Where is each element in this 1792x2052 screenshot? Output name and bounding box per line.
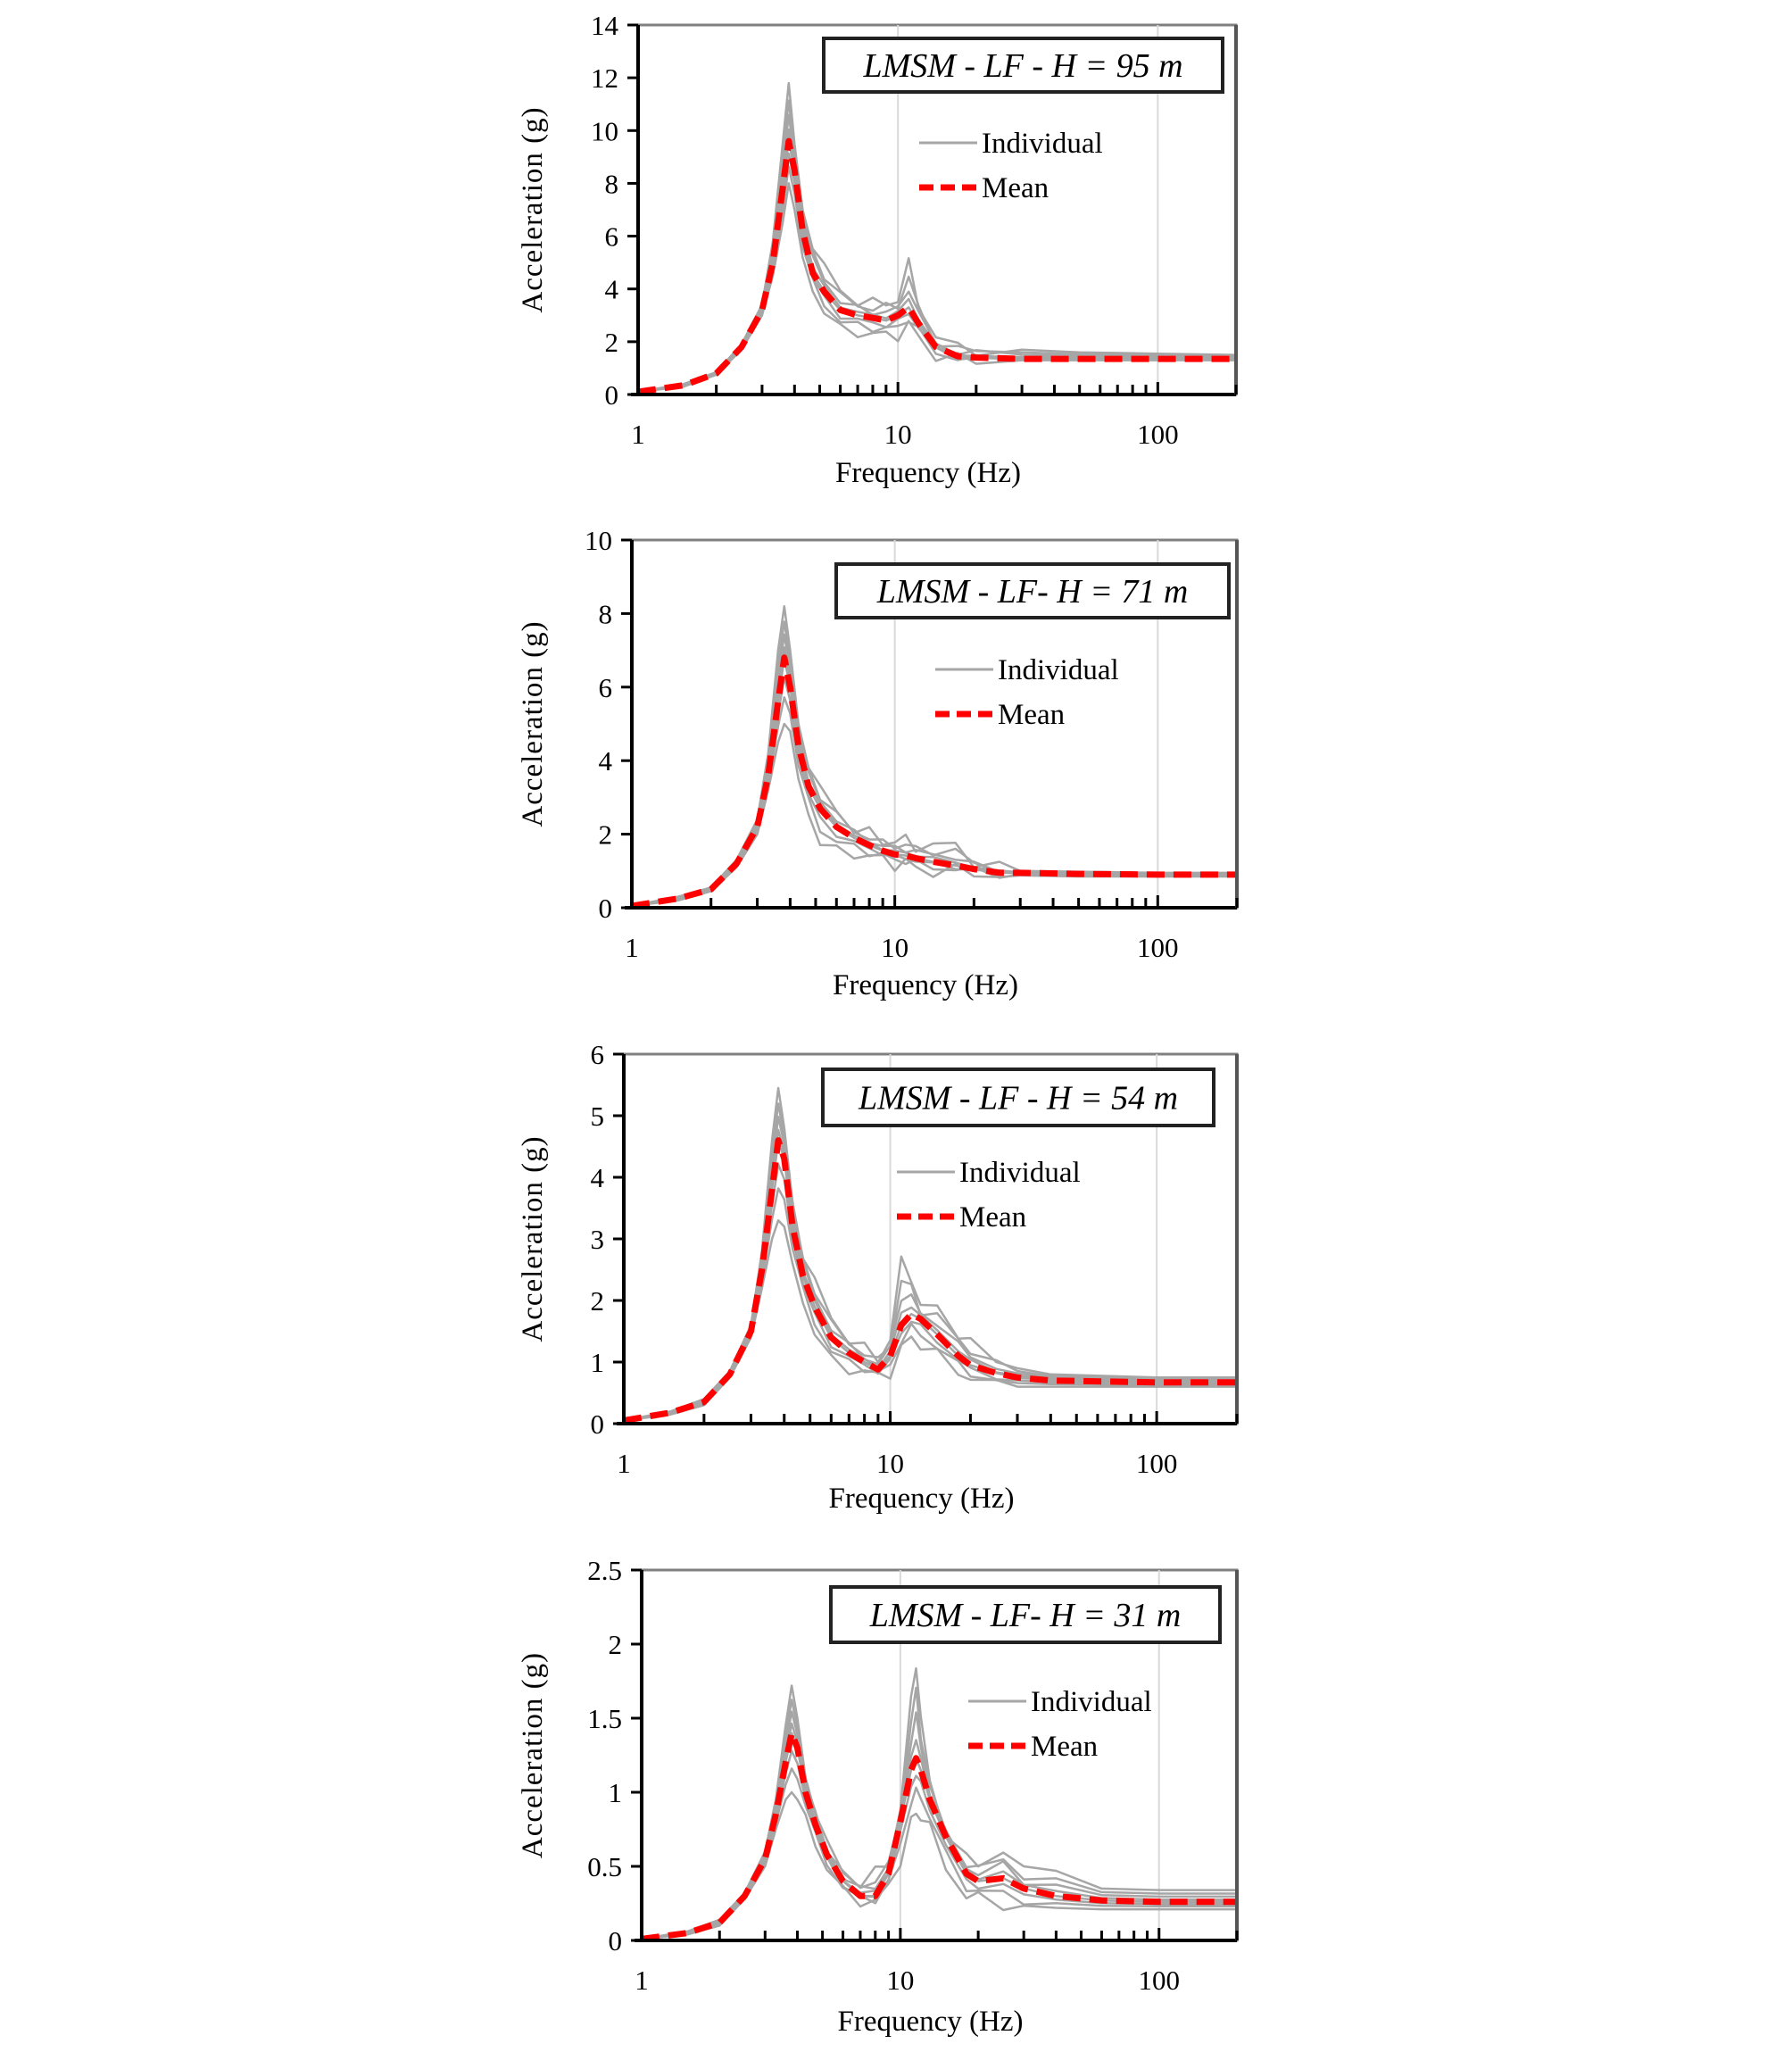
legend-individual-label: Individual [959, 1157, 1081, 1189]
y-tick-label: 6 [591, 1039, 605, 1070]
y-tick-label: 2.5 [587, 1555, 622, 1586]
y-tick-label: 0 [609, 1925, 623, 1956]
chart-panel-h31: 0 0.5 1 1.5 2 2.5 1 10 100 Frequency (Hz) Accelera… [517, 1555, 1239, 2038]
y-tick-label: 0 [605, 379, 619, 411]
panel-title-box [821, 1068, 1215, 1127]
y-tick-label: 4 [605, 274, 619, 305]
legend-mean-label: Mean [998, 699, 1065, 731]
mean-curve [623, 1137, 1237, 1424]
x-tick-label: 10 [881, 932, 908, 963]
panel-title-box [829, 1585, 1222, 1644]
y-tick-label: 10 [585, 525, 612, 556]
x-axis-label: Frequency (Hz) [838, 2006, 1024, 2038]
y-axis-label: Acceleration (g) [517, 106, 549, 312]
individual-curve [641, 1790, 1237, 1940]
x-tick-label: 100 [1137, 932, 1179, 963]
mean-curve [631, 654, 1237, 910]
x-tick-label: 10 [876, 1448, 904, 1479]
panel-title: LMSM - LF - H = 95 m [862, 47, 1182, 85]
y-tick-label: 1 [609, 1777, 623, 1808]
chart-panel-h95: 0 2 4 6 8 10 12 14 1 10 100 Frequency (Hz) Accelerat… [517, 10, 1238, 489]
y-tick-label: 1 [591, 1347, 605, 1378]
y-tick-label: 3 [591, 1224, 605, 1255]
y-tick-label: 2 [591, 1285, 605, 1317]
x-tick-label: 100 [1138, 1965, 1180, 1996]
y-tick-label: 0 [591, 1408, 605, 1440]
y-tick-label: 2 [599, 819, 613, 851]
y-axis-label: Acceleration (g) [517, 1652, 549, 1858]
panel-title: LMSM - LF - H = 54 m [858, 1080, 1178, 1117]
mean-curve [641, 1730, 1237, 1942]
x-axis-label: Frequency (Hz) [829, 1483, 1015, 1515]
x-tick-label: 1 [631, 419, 645, 450]
y-tick-label: 8 [605, 168, 619, 199]
y-axis-label: Acceleration (g) [517, 1135, 549, 1342]
legend-individual-label: Individual [998, 654, 1119, 686]
chart-panel-h71: 0 2 4 6 8 10 1 10 100 Frequency (Hz) Acceleration … [517, 525, 1239, 1001]
legend-individual-label: Individual [1031, 1686, 1152, 1718]
x-tick-label: 10 [884, 419, 912, 450]
y-tick-label: 6 [599, 672, 613, 703]
panel-title: LMSM - LF- H = 71 m [876, 573, 1189, 611]
y-tick-label: 0.5 [587, 1851, 622, 1882]
y-axis-label: Acceleration (g) [517, 620, 549, 827]
y-tick-label: 1.5 [587, 1703, 622, 1734]
y-tick-label: 5 [591, 1101, 605, 1132]
x-tick-label: 100 [1136, 1448, 1178, 1479]
legend-mean-label: Mean [959, 1201, 1026, 1234]
y-tick-label: 12 [591, 62, 618, 94]
y-tick-label: 4 [599, 745, 613, 777]
legend-individual-label: Individual [982, 128, 1103, 160]
panel-title: LMSM - LF- H = 31 m [869, 1597, 1182, 1634]
x-tick-label: 1 [625, 932, 639, 963]
x-tick-label: 100 [1137, 419, 1179, 450]
y-tick-label: 10 [591, 115, 618, 146]
y-tick-label: 8 [599, 598, 613, 629]
individual-curve [641, 1666, 1237, 1940]
individual-curve [623, 1086, 1237, 1422]
legend-mean-label: Mean [982, 172, 1049, 204]
y-tick-label: 14 [591, 10, 619, 41]
x-axis-label: Frequency (Hz) [835, 457, 1021, 489]
panel-title-box [822, 37, 1224, 94]
x-tick-label: 1 [635, 1965, 649, 1996]
mean-curve [637, 137, 1236, 395]
x-tick-label: 1 [617, 1448, 631, 1479]
panel-title-box [834, 562, 1231, 619]
y-tick-label: 2 [605, 327, 619, 358]
y-tick-label: 2 [609, 1629, 623, 1660]
y-tick-label: 0 [599, 893, 613, 924]
y-tick-label: 4 [591, 1162, 605, 1193]
x-axis-label: Frequency (Hz) [833, 969, 1018, 1001]
y-tick-label: 6 [605, 221, 619, 253]
legend-mean-label: Mean [1031, 1731, 1098, 1763]
x-tick-label: 10 [886, 1965, 914, 1996]
